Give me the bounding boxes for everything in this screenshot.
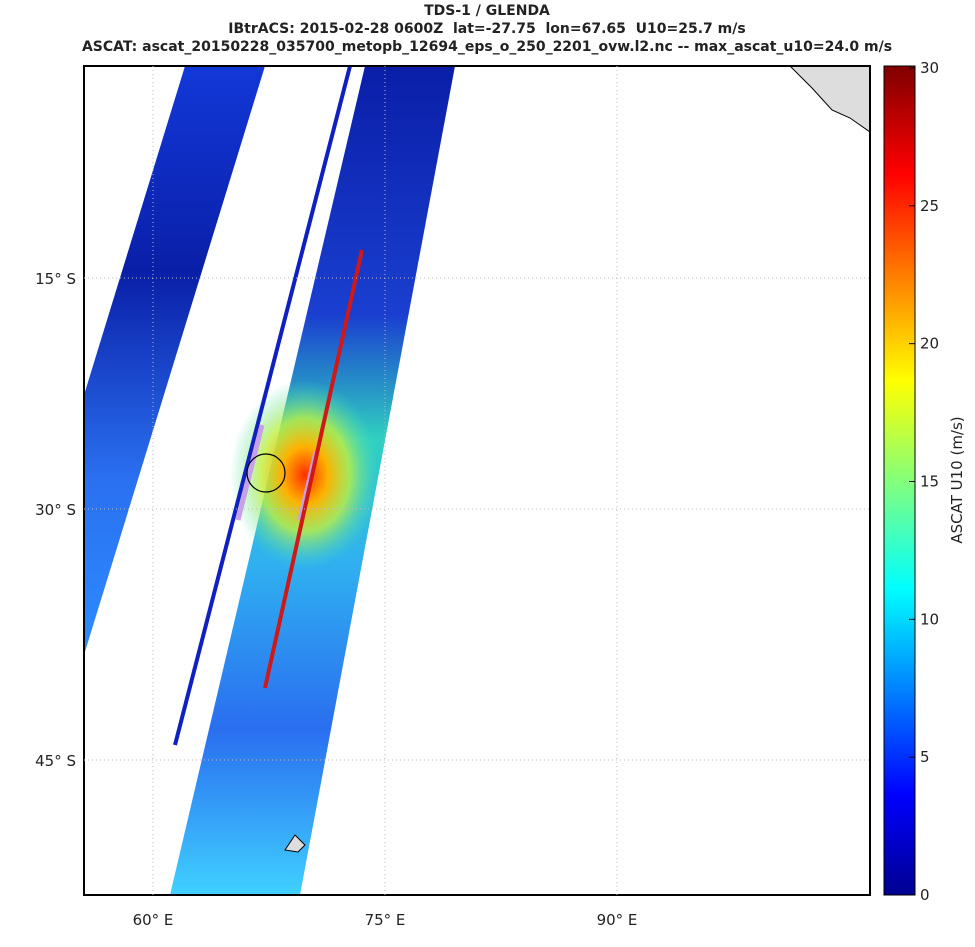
colorbar-tick-label: 25: [920, 197, 939, 215]
colorbar-tick-label: 5: [920, 748, 930, 766]
specular-track: [263, 249, 364, 689]
lat-label: 30° S: [35, 501, 76, 519]
lat-label: 45° S: [35, 752, 76, 770]
colorbar-tick-label: 20: [920, 335, 939, 353]
colorbar: [883, 65, 916, 896]
storm-core: [230, 380, 380, 570]
plot-frame: [83, 65, 871, 896]
map-area: [84, 66, 870, 895]
island: [284, 834, 306, 853]
swath-left: [84, 66, 265, 655]
lon-label: 75° E: [365, 911, 406, 929]
track: [173, 66, 352, 746]
storm-center: [246, 453, 286, 493]
subtitle: IBtrACS: 2015-02-28 0600Z lat=-27.75 lon…: [228, 21, 745, 37]
title: TDS-1 / GLENDA: [424, 3, 550, 19]
lat-label: 15° S: [35, 270, 76, 288]
colorbar-tick-label: 0: [920, 886, 930, 904]
colorbar-tick-label: 30: [920, 59, 939, 77]
colorbar-tick-label: 15: [920, 473, 939, 491]
colorbar-label: ASCAT U10 (m/s): [948, 416, 966, 543]
lon-label: 90° E: [597, 911, 638, 929]
land: [789, 66, 870, 133]
colorbar-tick-label: 10: [920, 610, 939, 628]
info-line: ASCAT: ascat_20150228_035700_metopb_1269…: [82, 39, 892, 55]
track-segment: [235, 424, 265, 521]
lon-label: 60° E: [133, 911, 174, 929]
